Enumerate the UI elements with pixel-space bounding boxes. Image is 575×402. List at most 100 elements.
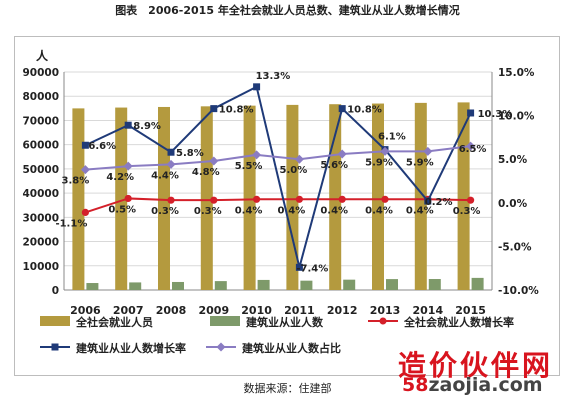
line-construction-growth-marker	[253, 83, 261, 91]
bar-total-employment	[72, 108, 85, 290]
line-construction-share-marker	[209, 156, 219, 166]
chart-frame	[14, 36, 560, 376]
line-construction-share	[85, 145, 471, 171]
x-tick-label: 2015	[455, 304, 486, 317]
line-construction-growth-marker	[424, 197, 432, 205]
line-construction-growth-data-label: 0.2%	[425, 197, 453, 208]
bar-construction-employment	[214, 281, 227, 290]
line-construction-growth-data-label: 6.6%	[88, 141, 116, 152]
line-construction-growth-data-label: 5.8%	[176, 148, 204, 159]
line-total-growth-marker	[338, 195, 346, 203]
line-construction-share-marker	[423, 146, 433, 156]
line-construction-share-marker	[466, 141, 476, 151]
watermark-url-num: 58	[402, 374, 429, 396]
line-construction-growth-data-label: 10.3%	[478, 109, 513, 120]
y-left-tick-label: 50000	[22, 164, 59, 176]
line-construction-growth-marker	[81, 141, 89, 149]
line-total-growth-marker	[124, 194, 132, 203]
bar-total-employment	[414, 102, 427, 290]
line-total-growth-data-label: -1.1%	[55, 218, 87, 229]
y-left-tick-label: 60000	[22, 140, 59, 152]
legend-item-1-label: 全社会就业人员	[75, 315, 153, 329]
line-construction-share-data-label: 5.5%	[235, 161, 263, 172]
x-tick-label: 2011	[284, 304, 315, 317]
line-construction-growth	[84, 85, 472, 268]
bar-construction-employment	[471, 277, 484, 290]
bar-total-employment	[286, 104, 299, 291]
bar-construction-employment	[386, 279, 398, 290]
bar-total-employment	[200, 106, 213, 291]
y-right-tick-label: 15.0%	[498, 67, 535, 79]
y-right-tick-label: -5.0%	[498, 241, 532, 253]
line-total-growth-data-label: 0.4%	[365, 205, 393, 216]
line-construction-share-data-label: 5.6%	[320, 160, 348, 171]
x-tick-label: 2010	[241, 304, 272, 317]
line-construction-share-marker	[123, 161, 133, 171]
bar-total-employment	[243, 105, 256, 291]
line-construction-share-data-label: 4.4%	[151, 170, 179, 181]
legend-item-5-swatch-marker	[216, 342, 226, 352]
legend-item-5-label: 建筑业从业人数占比	[242, 341, 341, 355]
line-construction-growth-marker	[338, 105, 346, 113]
legend-item-1-swatch	[40, 316, 70, 326]
y-right-tick-label: 5.0%	[498, 154, 528, 166]
line-construction-growth-data-label: 6.1%	[378, 132, 406, 143]
line-construction-share-marker	[380, 146, 390, 156]
y-left-tick-label: 70000	[22, 115, 59, 127]
y-right-tick-label: 0.0%	[498, 198, 528, 210]
line-total-growth-marker	[81, 208, 89, 216]
line-construction-growth-marker	[295, 263, 303, 271]
line-construction-share-data-label: 5.0%	[280, 165, 308, 176]
line-construction-growth-marker	[467, 109, 475, 117]
legend-item-4-label: 建筑业从业人数增长率	[76, 341, 186, 355]
bar-construction-employment	[300, 280, 313, 290]
y-left-unit-label: 人	[36, 48, 49, 63]
x-tick-label: 2012	[327, 304, 358, 317]
x-tick-label: 2013	[370, 304, 401, 317]
y-right-tick-label: 10.0%	[498, 111, 535, 123]
bar-construction-employment	[86, 283, 99, 290]
x-tick-label: 2008	[156, 304, 187, 317]
line-construction-growth-data-label: 10.8%	[219, 105, 254, 116]
y-left-tick-label: 10000	[22, 261, 59, 273]
line-construction-share-data-label: 3.8%	[62, 176, 90, 187]
line-total-growth	[85, 197, 471, 214]
line-construction-growth-data-label: 10.8%	[347, 105, 382, 116]
line-total-growth-marker	[210, 196, 218, 204]
y-left-tick-label: 20000	[22, 237, 59, 249]
line-construction-share-marker	[337, 149, 347, 159]
legend-item-4-swatch-marker	[51, 343, 59, 351]
line-construction-growth-data-label: -7.4%	[296, 263, 328, 274]
bar-total-employment	[329, 104, 342, 290]
line-construction-growth-data-label: 13.3%	[256, 71, 291, 82]
line-total-growth-data-label: 0.4%	[235, 205, 263, 216]
watermark-url-rest: zaojia.com	[428, 374, 543, 396]
line-construction-share-data-label: 5.9%	[406, 157, 434, 168]
bar-total-employment	[372, 103, 384, 290]
y-left-tick-label: 40000	[22, 188, 59, 200]
y-left-tick-label: 0	[52, 285, 59, 297]
line-construction-share-marker	[80, 165, 90, 175]
legend-item-2-label: 建筑业从业人数	[246, 315, 324, 329]
bar-construction-employment	[257, 279, 270, 290]
line-construction-growth-marker	[210, 105, 218, 113]
line-construction-share-data-label: 4.8%	[192, 167, 220, 178]
line-construction-share-marker	[294, 154, 304, 164]
bar-construction-employment	[343, 279, 356, 290]
y-left-tick-label: 90000	[22, 67, 59, 79]
line-total-growth-data-label: 0.3%	[453, 206, 481, 217]
y-right-tick-label: -10.0%	[498, 285, 539, 297]
legend-item-2-swatch	[210, 316, 240, 326]
bar-total-employment	[457, 102, 470, 290]
line-total-growth-data-label: 0.3%	[151, 206, 179, 217]
line-construction-share-data-label: 6.5%	[459, 144, 487, 155]
x-tick-label: 2006	[70, 304, 101, 317]
bar-total-employment	[158, 106, 170, 291]
line-total-growth-marker	[253, 195, 261, 203]
line-total-growth-data-label: 0.5%	[108, 204, 136, 215]
line-construction-growth-data-label: 8.9%	[133, 121, 161, 132]
bar-construction-employment	[428, 279, 441, 290]
line-construction-growth-marker	[167, 148, 175, 156]
line-total-growth-marker	[467, 196, 475, 204]
legend-item-3-label: 全社会就业人数增长率	[403, 315, 514, 329]
